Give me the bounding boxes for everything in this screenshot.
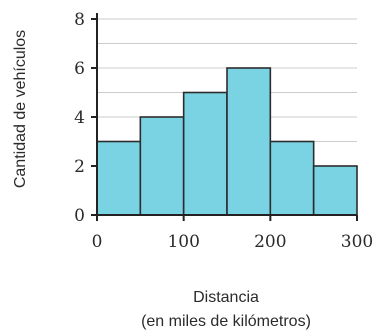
histogram-bar-50-100 [139,116,185,216]
y-tick-label-8: 8 [74,10,85,30]
histogram-bar-100-150 [182,91,228,216]
x-tick-label-300: 300 [341,232,373,252]
x-tick-label-0: 0 [92,232,103,252]
x-tick-label-100: 100 [167,232,199,252]
y-axis-title: Cantidad de vehículos [12,30,29,188]
tick-labels: 0 2 4 6 8 0 100 200 300 [74,10,373,252]
y-tick-label-4: 4 [74,108,85,128]
histogram-bar-0-50 [96,140,142,216]
x-axis-title-line2: (en miles de kilómetros) [141,313,311,330]
y-tick-label-2: 2 [74,157,85,177]
axes [91,13,358,221]
histogram-bar-250-300 [312,165,358,216]
histogram-bars [96,67,358,216]
x-tick-label-200: 200 [254,232,286,252]
x-axis-title-line1: Distancia [193,289,259,306]
y-tick-label-6: 6 [74,59,85,79]
histogram-bar-200-250 [269,140,315,216]
histogram-bar-150-200 [226,67,272,216]
y-tick-label-0: 0 [74,206,85,226]
